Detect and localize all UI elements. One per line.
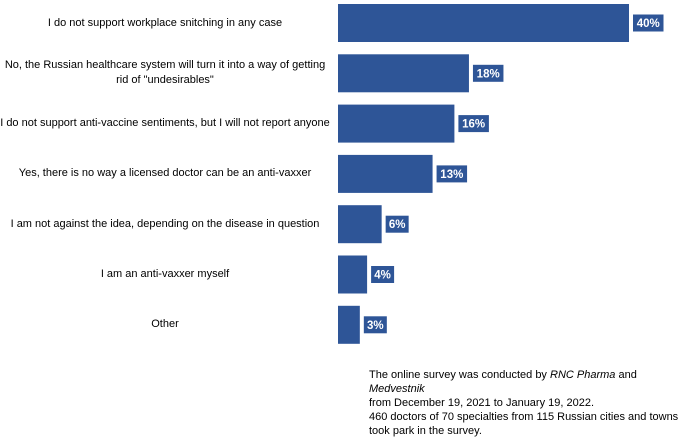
survey-note: The online survey was conducted by RNC P… — [369, 368, 694, 438]
category-label-0: I do not support workplace snitching in … — [47, 16, 283, 29]
bar-3 — [338, 154, 433, 193]
note-line-2: from December 19, 2021 to January 19, 20… — [369, 397, 595, 409]
category-label-5: I am an anti-vaxxer myself — [100, 268, 230, 280]
data-label-box-1 — [472, 64, 504, 82]
bar-6 — [338, 305, 360, 344]
data-label-text-4: 6% — [389, 219, 406, 231]
data-label-0: 40% — [633, 14, 664, 32]
bars-group — [338, 4, 629, 344]
category-label-1: No, the Russian healthcare system will t… — [4, 59, 326, 87]
data-label-2: 16% — [458, 115, 489, 133]
data-label-6: 3% — [363, 316, 387, 334]
note-line-1: The online survey was conducted by RNC P… — [369, 368, 694, 396]
data-label-4: 6% — [385, 215, 409, 233]
data-label-1: 18% — [472, 64, 504, 82]
data-label-box-0 — [633, 14, 664, 32]
bar-5 — [338, 255, 368, 294]
category-label-2: I do not support anti-vaccine sentiments… — [0, 117, 330, 130]
bar-4 — [338, 205, 382, 244]
note-source-1: RNC Pharma — [550, 369, 616, 381]
data-label-box-4 — [385, 215, 409, 233]
data-labels-group: 40% 18% 16% 13% 6% 4% 3% — [363, 14, 664, 334]
note-line-3: 460 doctors of 70 specialties from 115 R… — [369, 411, 679, 437]
data-label-box-2 — [458, 115, 489, 133]
note-prefix: The online survey was conducted by — [369, 369, 550, 381]
note-source-2: Medvestnik — [369, 383, 425, 395]
data-label-3: 13% — [436, 165, 468, 183]
category-label-3: Yes, there is no way a licensed doctor c… — [18, 167, 312, 180]
data-label-text-5: 4% — [374, 270, 391, 282]
bar-1 — [338, 54, 469, 93]
data-label-box-6 — [363, 316, 387, 334]
data-label-box-5 — [371, 266, 395, 283]
data-label-text-2: 16% — [462, 119, 485, 131]
bar-2 — [338, 104, 455, 143]
data-label-5: 4% — [371, 266, 395, 283]
data-label-text-3: 13% — [440, 169, 463, 181]
data-label-box-3 — [436, 165, 468, 183]
note-and: and — [615, 369, 637, 381]
data-label-text-6: 3% — [367, 320, 384, 332]
data-label-text-1: 18% — [477, 68, 500, 80]
data-label-text-0: 40% — [637, 18, 660, 30]
category-label-4: I am not against the idea, depending on … — [10, 217, 320, 230]
bar-0 — [338, 4, 629, 42]
category-label-6: Other — [151, 318, 179, 331]
